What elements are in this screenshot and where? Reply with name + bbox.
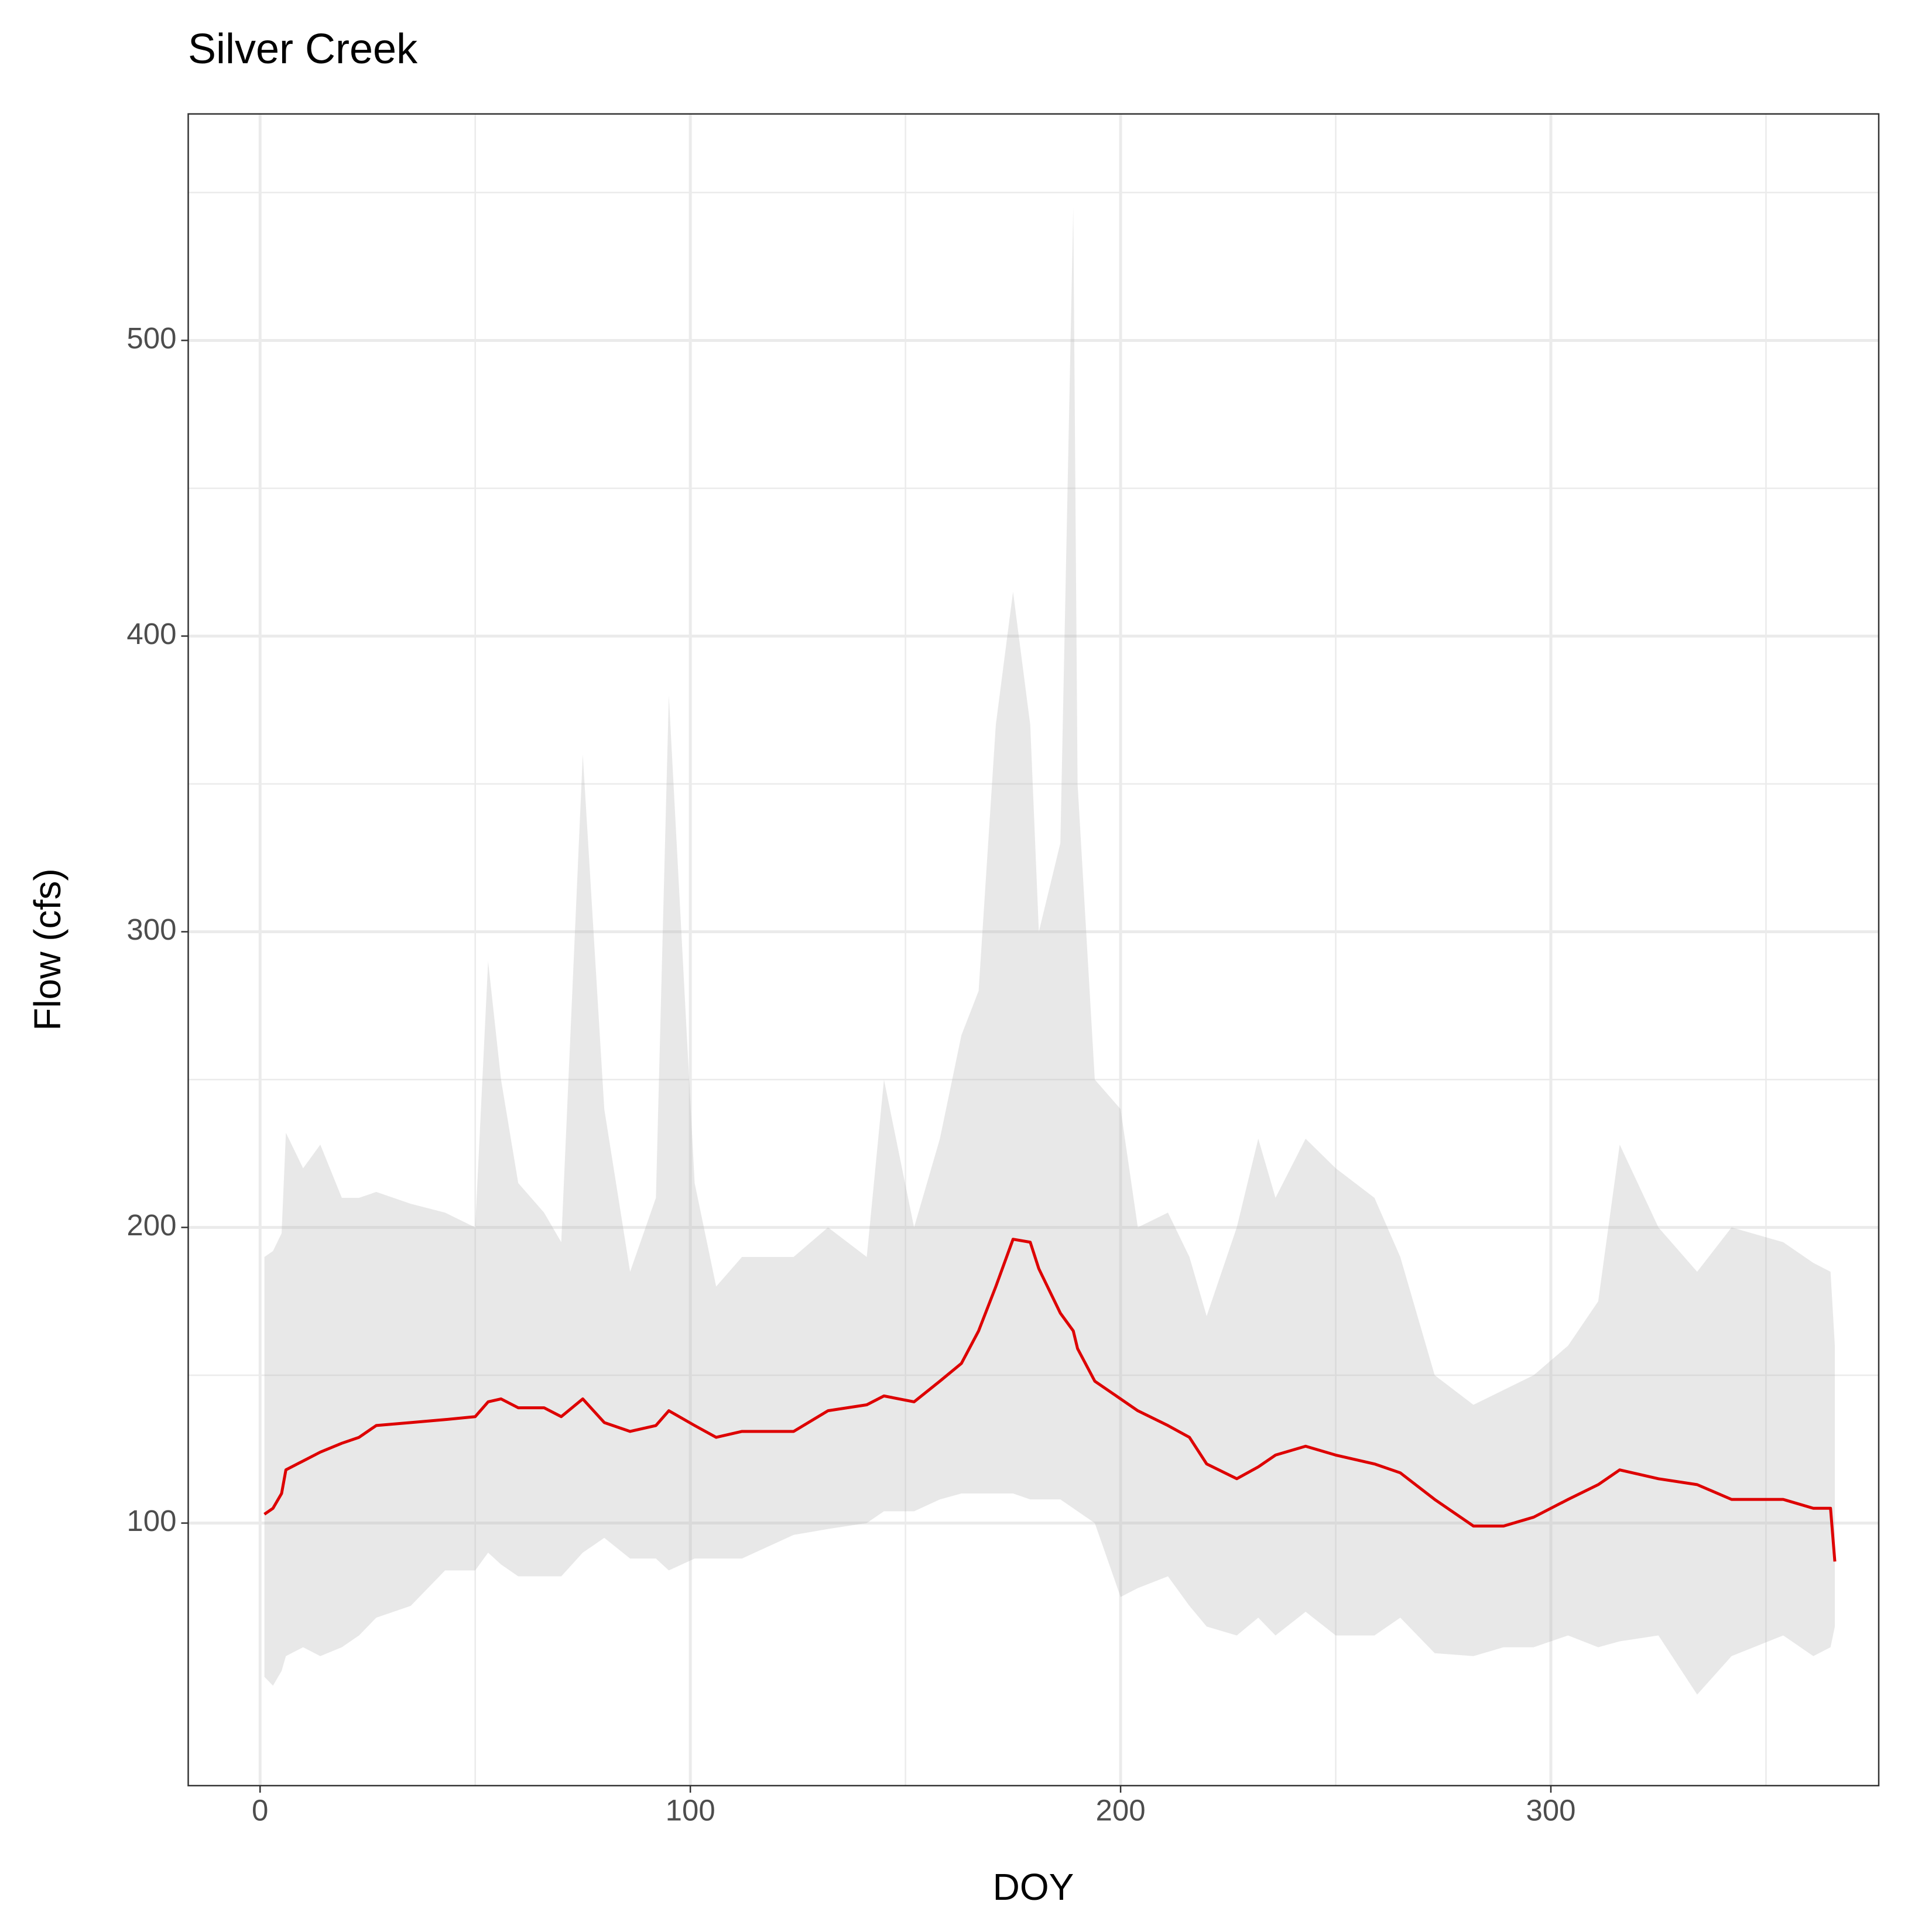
panel-background [188, 114, 1879, 1786]
y-tick-label: 500 [126, 321, 176, 355]
y-tick-label: 200 [126, 1208, 176, 1242]
y-tick-label: 400 [126, 617, 176, 650]
x-tick-label: 300 [1526, 1793, 1575, 1827]
chart-title: Silver Creek [188, 26, 418, 73]
y-axis-title: Flow (cfs) [26, 868, 68, 1030]
y-tick-label: 100 [126, 1504, 176, 1537]
x-tick-label: 200 [1096, 1793, 1146, 1827]
x-tick-label: 100 [666, 1793, 715, 1827]
y-tick-label: 300 [126, 913, 176, 946]
range-band [264, 207, 1835, 1695]
x-axis-title: DOY [993, 1866, 1074, 1908]
mean-line [263, 1238, 1837, 1562]
panel-border [187, 113, 1880, 1787]
x-tick-label: 0 [252, 1793, 268, 1827]
